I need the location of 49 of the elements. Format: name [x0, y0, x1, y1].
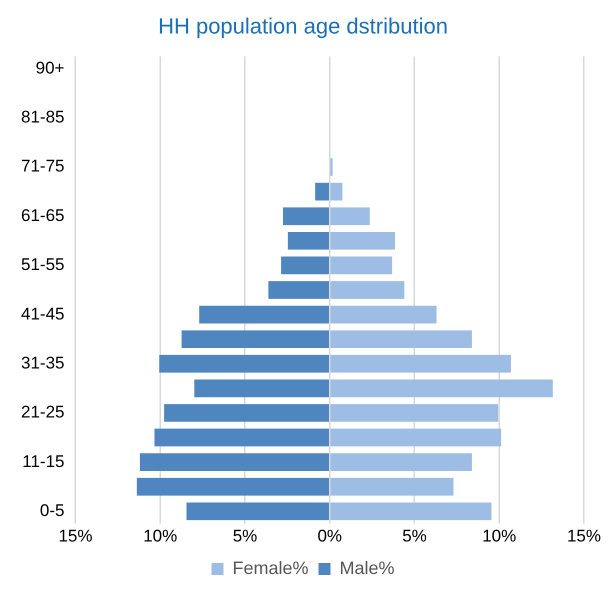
bar	[268, 281, 329, 299]
bar	[330, 502, 492, 520]
bar	[330, 354, 511, 373]
bar	[136, 478, 329, 496]
y-tick-label: 21-25	[20, 402, 64, 422]
bar	[281, 256, 329, 274]
x-tick-label: 5%	[232, 526, 258, 546]
bar	[330, 281, 404, 299]
bar	[315, 182, 329, 200]
x-tick-label: 0%	[317, 526, 342, 546]
y-tick-label: 90+	[36, 58, 65, 78]
x-tick-label: 10%	[143, 526, 178, 546]
y-tick-label: 71-75	[20, 156, 64, 176]
x-tick-label: 15%	[58, 526, 92, 546]
y-tick-label: 61-65	[20, 206, 64, 225]
bar	[330, 330, 472, 348]
bar	[330, 428, 502, 446]
bar	[330, 158, 333, 176]
x-tick-label: 10%	[482, 526, 516, 546]
bar	[330, 207, 370, 226]
bar	[186, 502, 329, 520]
bar	[330, 232, 395, 250]
legend-label: Male%	[340, 558, 395, 578]
x-tick-label: 15%	[566, 526, 602, 546]
bar	[330, 478, 454, 496]
x-tick-label: 5%	[402, 526, 427, 546]
bar	[182, 330, 329, 348]
y-tick-label: 11-15	[22, 452, 64, 471]
bar	[330, 182, 342, 200]
legend-label: Female%	[232, 558, 309, 578]
bar	[164, 404, 329, 422]
y-tick-label: 31-35	[20, 353, 64, 372]
bar	[194, 380, 329, 398]
bar	[330, 306, 437, 324]
bar	[330, 256, 392, 274]
y-tick-label: 51-55	[20, 255, 64, 274]
bar	[199, 306, 329, 324]
y-tick-label: 0-5	[40, 500, 64, 520]
bar	[140, 453, 329, 471]
bar	[330, 404, 498, 422]
bar	[330, 380, 553, 398]
bar	[330, 453, 472, 471]
bar	[159, 354, 329, 373]
bar	[154, 428, 329, 446]
y-tick-label: 41-45	[20, 304, 64, 324]
bar	[282, 207, 329, 226]
y-tick-label: 81-85	[20, 108, 64, 127]
bar	[288, 232, 329, 250]
chart-title: HH population age dstribution	[158, 13, 448, 38]
